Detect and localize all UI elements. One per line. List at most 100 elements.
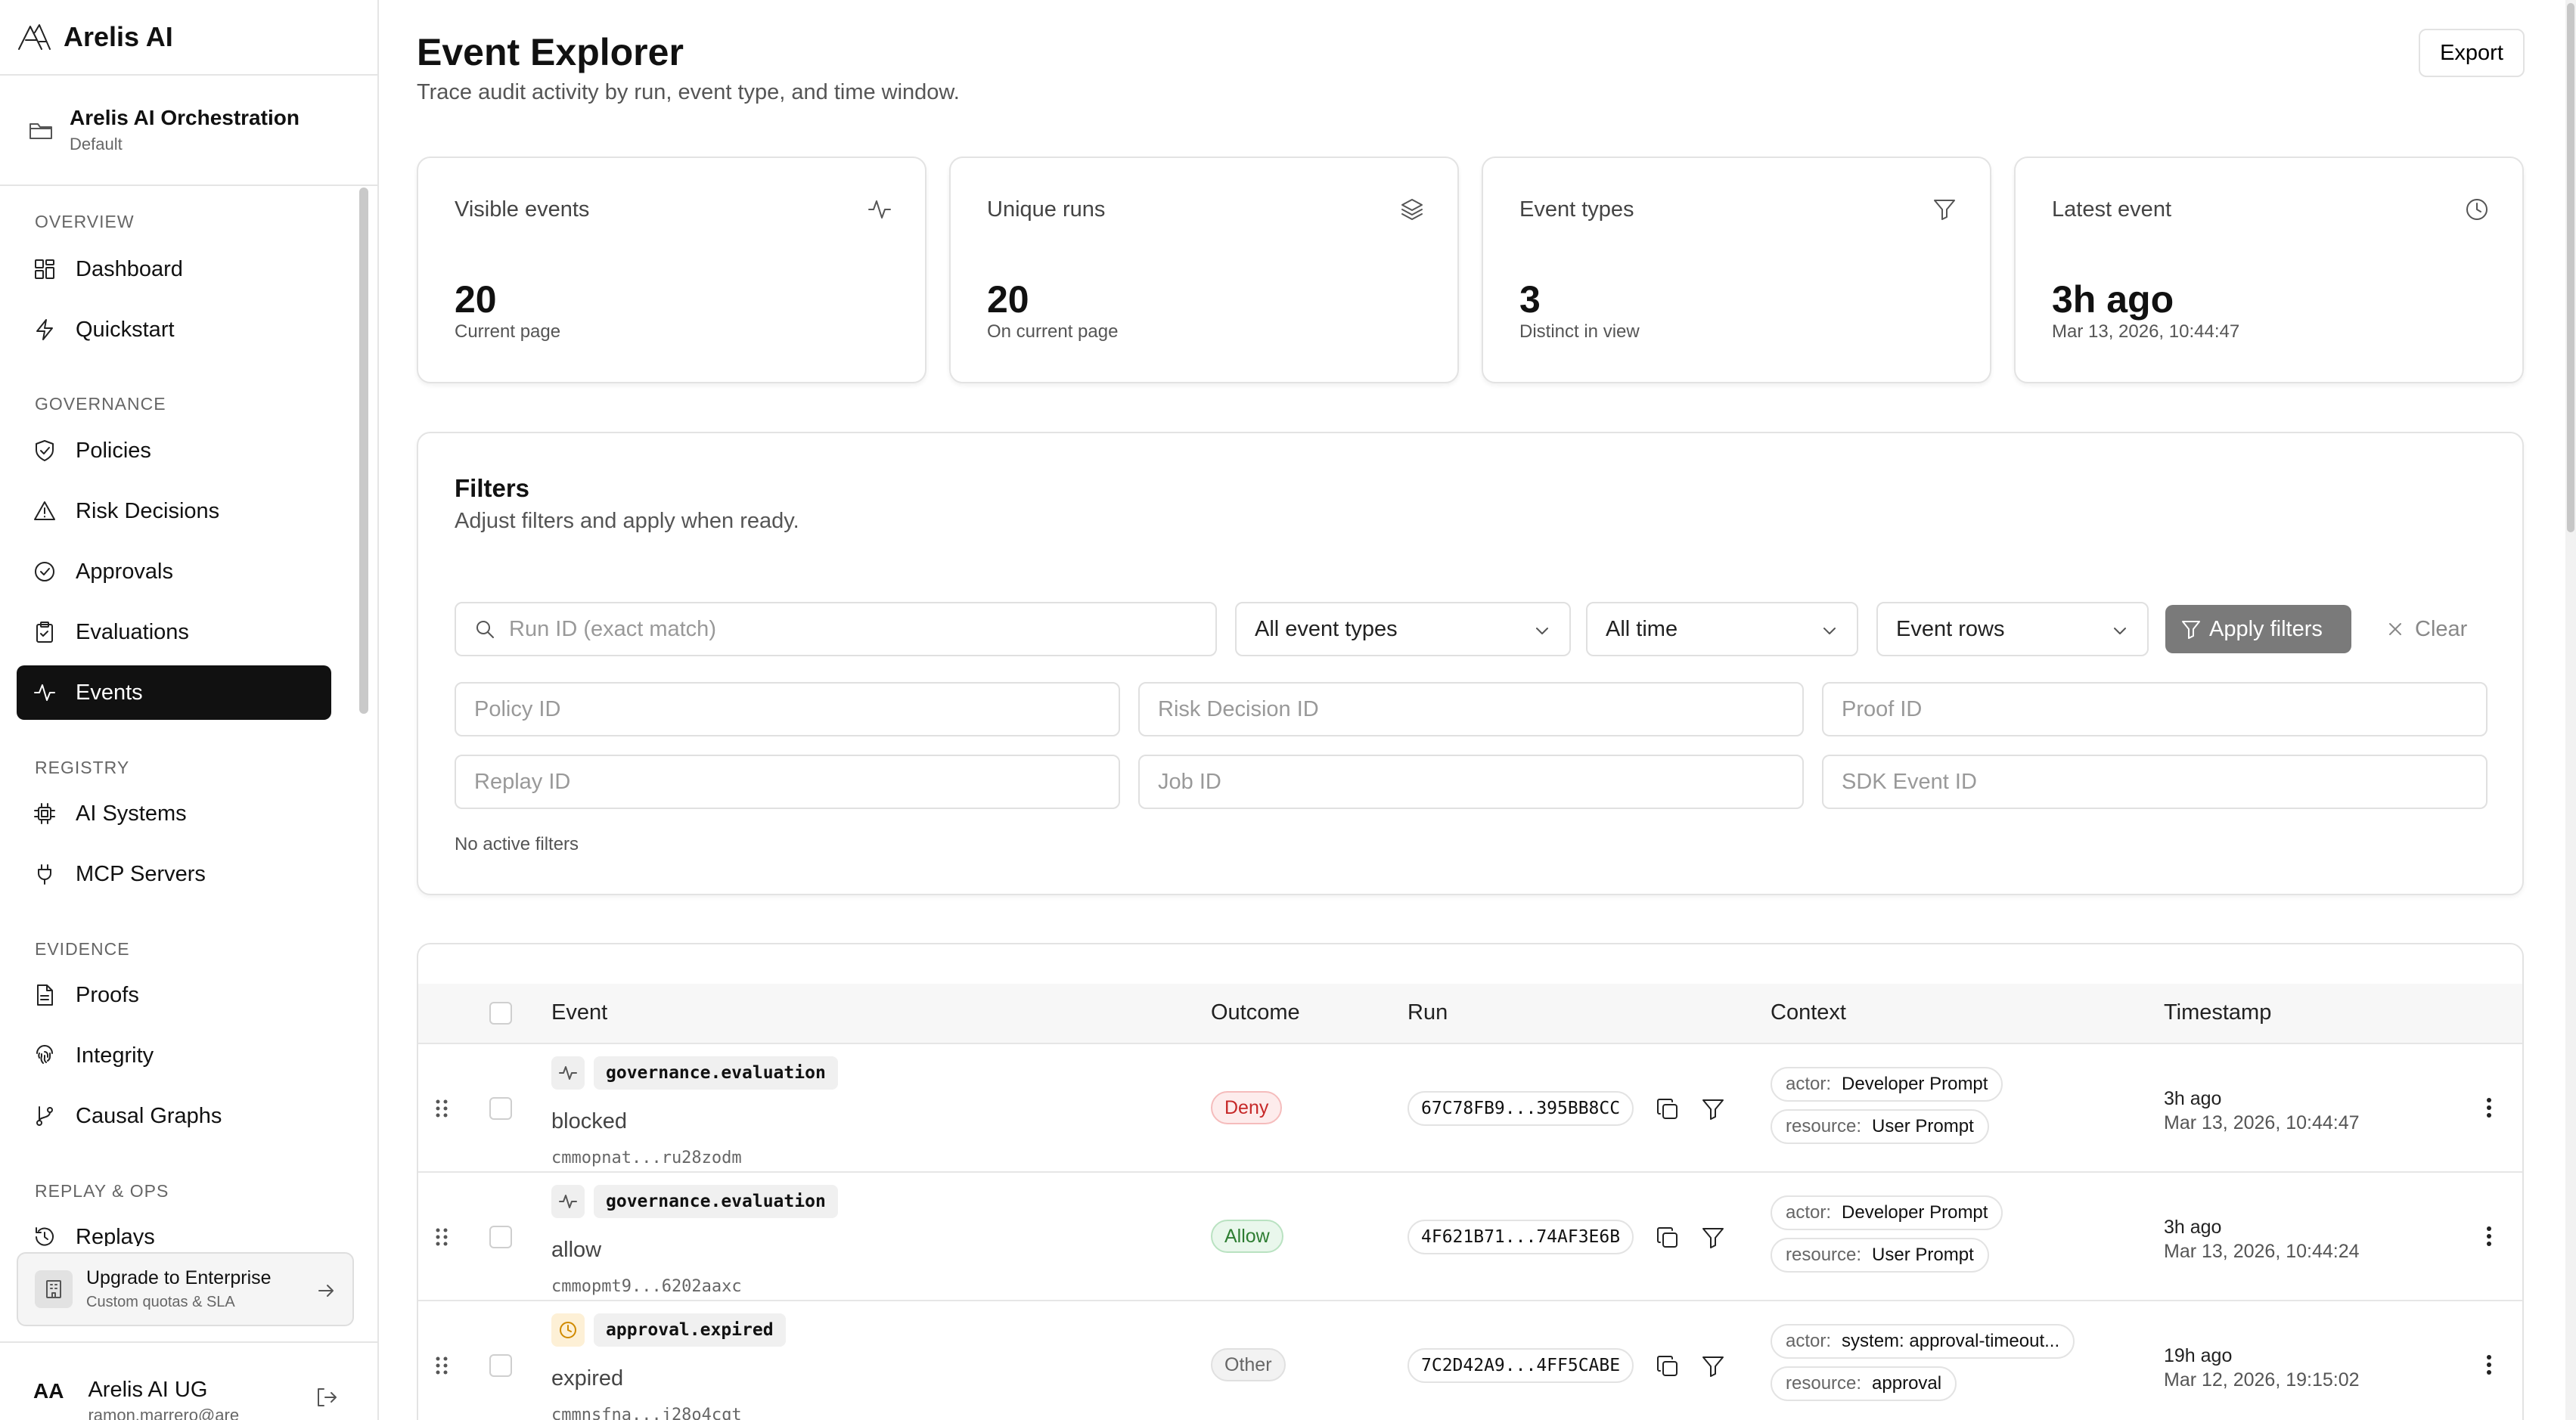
table-row[interactable]: governance.evaluation allow cmmopmt9...6… [418,1173,2522,1301]
run-id-input[interactable]: Run ID (exact match) [455,602,1217,656]
page-scrollbar[interactable] [2565,0,2576,1420]
more-vertical-icon[interactable] [2484,1096,2494,1120]
timestamp-relative: 3h ago [2164,1217,2222,1238]
event-id: cmmopnat...ru28zodm [551,1149,742,1167]
clear-button[interactable]: Clear [2386,605,2467,653]
brand-name: Arelis AI [64,21,173,52]
stat-card-unique-runs: Unique runs 20 On current page [949,157,1459,383]
event-label: expired [551,1366,624,1391]
page-scrollbar-thumb[interactable] [2567,3,2574,532]
sidebar-item-quickstart[interactable]: Quickstart [17,302,331,357]
sidebar-item-events[interactable]: Events [17,665,331,720]
sidebar-item-label: Replays [76,1224,155,1247]
sidebar-item-approvals[interactable]: Approvals [17,544,331,599]
outcome-badge: Allow [1211,1220,1283,1253]
copy-icon[interactable] [1656,1354,1680,1378]
more-vertical-icon[interactable] [2484,1224,2494,1248]
table-row[interactable]: governance.evaluation blocked cmmopnat..… [418,1044,2522,1173]
sidebar-item-label: Events [76,680,143,705]
run-id-chip[interactable]: 67C78FB9...395BB8CC [1407,1091,1634,1126]
column-outcome[interactable]: Outcome [1211,1000,1300,1025]
copy-icon[interactable] [1656,1097,1680,1121]
rows-select[interactable]: Event rows [1876,602,2149,656]
drag-handle-icon[interactable] [433,1097,450,1120]
replay-id-input[interactable]: Replay ID [455,755,1120,809]
nav-section-registry: REGISTRY [35,758,130,777]
row-checkbox[interactable] [489,1097,512,1120]
job-id-placeholder: Job ID [1158,769,1221,794]
brand[interactable]: Arelis AI [0,0,377,76]
context-key: actor: [1786,1074,1832,1094]
stat-value: 3h ago [2052,278,2174,321]
filter-by-run-icon[interactable] [1701,1354,1725,1378]
stat-title: Unique runs [987,197,1106,222]
run-id-chip[interactable]: 4F621B71...74AF3E6B [1407,1220,1634,1254]
activity-icon [551,1185,585,1218]
page-subtitle: Trace audit activity by run, event type,… [417,80,960,104]
sidebar-item-ai-systems[interactable]: AI Systems [17,786,331,841]
filter-by-run-icon[interactable] [1701,1226,1725,1250]
sidebar-item-replays[interactable]: Replays [17,1210,331,1246]
job-id-input[interactable]: Job ID [1138,755,1804,809]
sidebar-item-mcp-servers[interactable]: MCP Servers [17,847,331,901]
check-circle-icon [33,560,56,583]
proof-id-input[interactable]: Proof ID [1822,682,2488,736]
run-id-chip[interactable]: 7C2D42A9...4FF5CABE [1407,1348,1634,1383]
copy-icon[interactable] [1656,1226,1680,1250]
context-actor-chip: actor: Developer Prompt [1771,1195,2003,1230]
upgrade-title: Upgrade to Enterprise [86,1267,272,1288]
column-run[interactable]: Run [1407,1000,1448,1025]
sidebar-item-dashboard[interactable]: Dashboard [17,242,331,296]
event-type-select[interactable]: All event types [1235,602,1571,656]
sidebar-item-proofs[interactable]: Proofs [17,968,331,1022]
stat-sub: Mar 13, 2026, 10:44:47 [2052,321,2240,342]
sidebar-item-risk-decisions[interactable]: Risk Decisions [17,484,331,538]
more-vertical-icon[interactable] [2484,1353,2494,1377]
apply-filters-button[interactable]: Apply filters [2165,605,2351,653]
filter-by-run-icon[interactable] [1701,1097,1725,1121]
time-select[interactable]: All time [1586,602,1858,656]
sidebar-item-causal-graphs[interactable]: Causal Graphs [17,1089,331,1143]
sidebar-item-policies[interactable]: Policies [17,423,331,478]
export-button[interactable]: Export [2419,29,2525,77]
sidebar: Arelis AI Arelis AI Orchestration Defaul… [0,0,379,1420]
sdk-event-id-input[interactable]: SDK Event ID [1822,755,2488,809]
event-type-value: All event types [1255,616,1398,641]
drag-handle-icon[interactable] [433,1226,450,1248]
context-value: approval [1872,1373,1942,1394]
column-timestamp[interactable]: Timestamp [2164,1000,2272,1025]
events-table: Event Outcome Run Context Timestamp gove… [417,943,2524,1420]
org-switcher[interactable]: Arelis AI Orchestration Default [0,76,377,186]
context-value: User Prompt [1872,1245,1974,1265]
context-resource-chip: resource: User Prompt [1771,1238,1989,1273]
drag-handle-icon[interactable] [433,1354,450,1377]
org-env: Default [70,135,123,153]
stat-title: Latest event [2052,197,2171,222]
row-checkbox[interactable] [489,1354,512,1377]
context-value: Developer Prompt [1842,1074,1988,1094]
risk-decision-id-input[interactable]: Risk Decision ID [1138,682,1804,736]
logout-icon[interactable] [315,1385,339,1409]
sidebar-scrollbar[interactable] [359,188,368,714]
rows-value: Event rows [1896,616,2005,641]
activity-icon [867,197,892,222]
upgrade-button[interactable]: Upgrade to Enterprise Custom quotas & SL… [17,1252,354,1326]
user-email: ramon.marrero@are [88,1406,240,1420]
table-row[interactable]: approval.expired expired cmmnsfna...j28o… [418,1301,2522,1420]
upgrade-subtitle: Custom quotas & SLA [86,1294,235,1310]
stat-card-event-types: Event types 3 Distinct in view [1482,157,1991,383]
row-checkbox[interactable] [489,1226,512,1248]
timestamp-relative: 19h ago [2164,1345,2233,1366]
user-menu[interactable]: AA Arelis AI UG ramon.marrero@are [0,1341,377,1420]
sidebar-item-evaluations[interactable]: Evaluations [17,605,331,659]
activity-icon [33,681,56,704]
sidebar-item-label: Proofs [76,982,139,1007]
column-context[interactable]: Context [1771,1000,1846,1025]
column-event[interactable]: Event [551,1000,608,1025]
bolt-icon [33,318,56,341]
git-branch-icon [33,1105,56,1127]
chevron-down-icon [2111,622,2129,640]
select-all-checkbox[interactable] [489,1002,512,1025]
sidebar-item-integrity[interactable]: Integrity [17,1028,331,1083]
policy-id-input[interactable]: Policy ID [455,682,1120,736]
